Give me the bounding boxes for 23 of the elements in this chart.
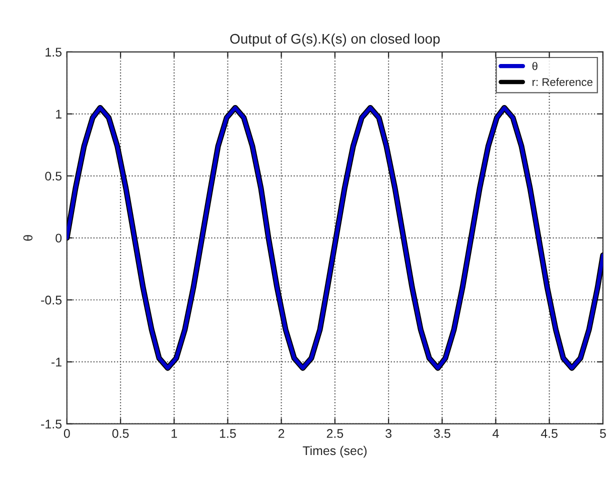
x-tick-label: 2.5 (326, 429, 344, 438)
y-tick-label: 0.5 (45, 172, 62, 181)
x-tick-label: 1 (172, 429, 177, 438)
y-tick-label: 0 (56, 234, 62, 243)
x-tick-label: 0.5 (112, 429, 129, 438)
x-tick-label: 4.5 (540, 429, 558, 438)
chart-title: Output of G(s).K(s) on closed loop (230, 34, 440, 46)
x-tick-label: 3 (386, 429, 392, 438)
y-axis-title: θ (23, 235, 32, 241)
y-tick-label: -0.5 (41, 296, 62, 305)
x-tick-label: 0 (64, 429, 70, 438)
x-tick-label: 1.5 (220, 429, 236, 438)
y-tick-label: -1.5 (41, 420, 62, 428)
legend-label: r: Reference (532, 78, 592, 86)
y-tick-label: -1 (52, 358, 62, 366)
x-tick-label: 5 (600, 429, 606, 438)
x-tick-label: 3.5 (434, 429, 450, 438)
y-tick-label: 1 (56, 110, 62, 118)
y-tick-label: 1.5 (46, 48, 62, 57)
x-tick-label: 2 (278, 429, 284, 438)
legend-label: θ (532, 62, 538, 70)
x-axis-title: Times (sec) (302, 446, 367, 458)
x-tick-label: 4 (492, 429, 499, 438)
